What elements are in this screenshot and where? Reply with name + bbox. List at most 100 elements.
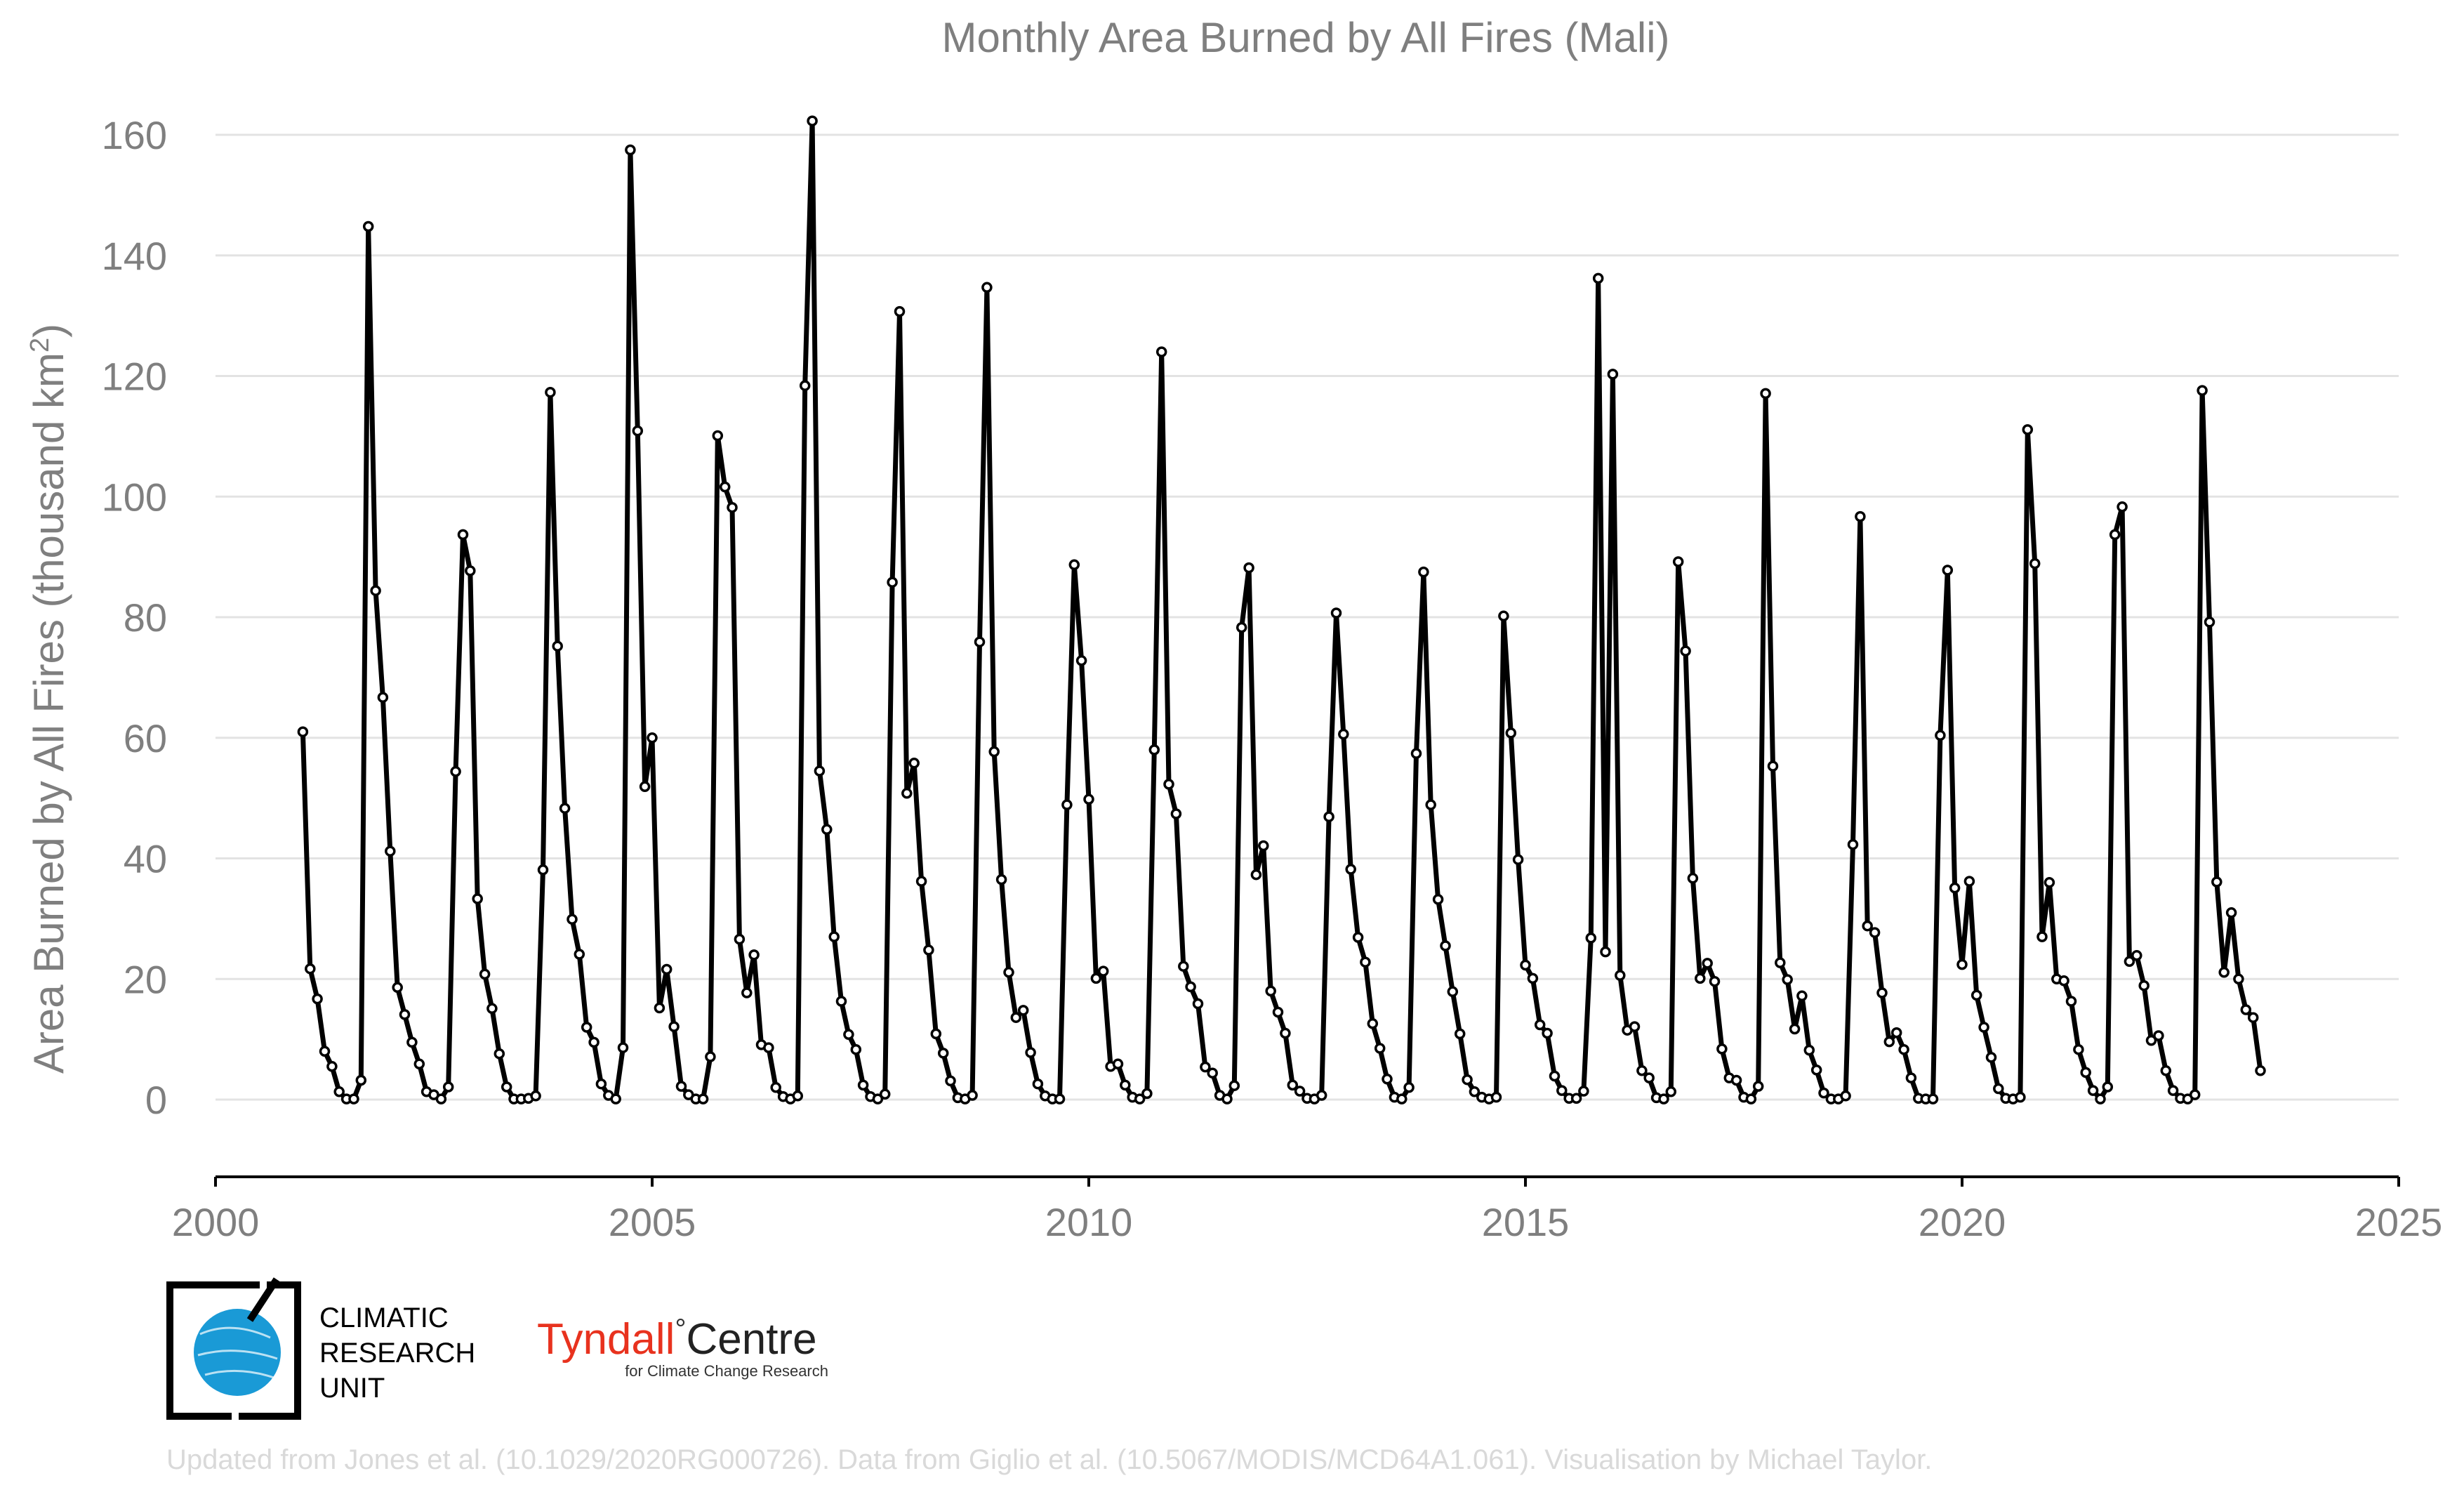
data-point-99 xyxy=(1017,1005,1029,1016)
data-point-164 xyxy=(1490,1091,1502,1103)
data-point-224 xyxy=(1927,1093,1939,1104)
data-point-219 xyxy=(1890,1027,1902,1038)
data-point-0 xyxy=(297,726,309,737)
data-point-197 xyxy=(1730,1074,1742,1086)
data-point-26 xyxy=(486,1003,498,1015)
data-point-229 xyxy=(1963,876,1975,887)
data-point-216 xyxy=(1869,927,1881,938)
data-point-153 xyxy=(1410,748,1422,759)
data-point-231 xyxy=(1978,1022,1989,1033)
data-point-243 xyxy=(2065,996,2077,1007)
y-axis-label-main: Area Burned by All Fires (thousand km xyxy=(25,352,72,1074)
y-tick-label-40: 40 xyxy=(124,837,167,881)
cru-bracket-frame xyxy=(166,1281,260,1420)
data-point-253 xyxy=(2138,980,2150,991)
data-point-199 xyxy=(1745,1093,1757,1104)
data-point-165 xyxy=(1498,610,1509,622)
data-point-175 xyxy=(1570,1093,1582,1104)
data-point-204 xyxy=(1782,974,1793,985)
data-point-84 xyxy=(908,758,920,769)
data-point-106 xyxy=(1068,559,1080,571)
data-point-190 xyxy=(1680,645,1691,657)
data-point-239 xyxy=(2036,931,2048,942)
data-point-55 xyxy=(697,1093,709,1104)
data-point-160 xyxy=(1462,1074,1473,1086)
data-point-236 xyxy=(2015,1091,2026,1103)
data-point-245 xyxy=(2080,1067,2091,1079)
y-tick-labels: 0 20 40 60 80 100 120 140 160 xyxy=(102,113,167,1122)
data-point-10 xyxy=(370,585,381,596)
data-point-209 xyxy=(1818,1087,1829,1099)
data-point-123 xyxy=(1192,998,1204,1010)
data-point-107 xyxy=(1075,655,1087,666)
data-point-117 xyxy=(1148,744,1160,756)
data-point-144 xyxy=(1345,864,1356,875)
data-point-16 xyxy=(413,1058,425,1070)
data-point-218 xyxy=(1883,1036,1895,1048)
data-point-88 xyxy=(937,1048,949,1059)
data-point-214 xyxy=(1855,510,1866,522)
data-point-112 xyxy=(1112,1058,1124,1070)
data-point-132 xyxy=(1258,840,1269,852)
data-point-206 xyxy=(1796,990,1808,1002)
data-point-101 xyxy=(1032,1078,1044,1090)
data-point-265 xyxy=(2225,907,2237,918)
data-point-56 xyxy=(705,1051,716,1062)
data-point-169 xyxy=(1527,972,1539,984)
data-point-27 xyxy=(494,1048,505,1060)
data-point-264 xyxy=(2218,967,2230,978)
data-point-93 xyxy=(974,636,986,647)
data-point-73 xyxy=(828,931,840,942)
y-tick-label-140: 140 xyxy=(102,234,167,278)
data-point-77 xyxy=(857,1079,869,1091)
data-point-215 xyxy=(1862,920,1873,932)
data-point-251 xyxy=(2124,956,2135,968)
data-point-25 xyxy=(479,968,491,980)
data-point-13 xyxy=(392,982,403,994)
data-point-70 xyxy=(807,115,818,126)
data-point-161 xyxy=(1469,1086,1481,1097)
data-point-185 xyxy=(1643,1072,1655,1083)
data-point-85 xyxy=(915,876,927,887)
y-tick-label-120: 120 xyxy=(102,355,167,399)
data-point-50 xyxy=(661,963,673,975)
data-point-19 xyxy=(435,1093,447,1104)
data-point-242 xyxy=(2058,975,2069,987)
data-point-57 xyxy=(712,430,724,442)
data-point-194 xyxy=(1709,975,1721,987)
data-point-141 xyxy=(1323,811,1334,822)
data-point-269 xyxy=(2255,1065,2266,1076)
data-point-113 xyxy=(1120,1079,1131,1091)
series-points xyxy=(297,115,2266,1104)
data-point-47 xyxy=(639,781,651,793)
data-point-5 xyxy=(333,1086,345,1097)
data-point-261 xyxy=(2197,385,2208,396)
data-point-110 xyxy=(1097,965,1109,977)
data-point-125 xyxy=(1207,1067,1218,1079)
data-point-82 xyxy=(894,305,906,317)
data-point-104 xyxy=(1054,1093,1066,1104)
data-point-8 xyxy=(355,1074,367,1086)
data-point-44 xyxy=(617,1042,629,1053)
data-point-9 xyxy=(362,220,374,232)
data-point-257 xyxy=(2167,1085,2179,1096)
data-point-28 xyxy=(501,1081,512,1093)
data-point-105 xyxy=(1061,799,1073,810)
x-tick-label-2000: 2000 xyxy=(172,1200,260,1244)
data-point-151 xyxy=(1396,1093,1407,1104)
data-point-147 xyxy=(1367,1018,1379,1029)
data-point-24 xyxy=(472,893,483,904)
data-point-232 xyxy=(1985,1052,1997,1063)
data-point-212 xyxy=(1840,1090,1851,1102)
data-point-159 xyxy=(1454,1028,1466,1040)
cru-text-line3: UNIT xyxy=(319,1373,385,1404)
data-point-201 xyxy=(1760,388,1771,400)
x-axis-ticks: 2000 2005 2010 2015 2020 2025 xyxy=(172,1177,2442,1244)
data-point-136 xyxy=(1287,1079,1299,1091)
data-point-135 xyxy=(1280,1027,1291,1039)
cru-logo: CLIMATIC RESEARCH UNIT xyxy=(166,1277,475,1420)
gridlines xyxy=(216,133,2399,1101)
data-point-140 xyxy=(1316,1090,1327,1101)
data-point-250 xyxy=(2117,501,2128,513)
data-point-237 xyxy=(2022,424,2034,435)
